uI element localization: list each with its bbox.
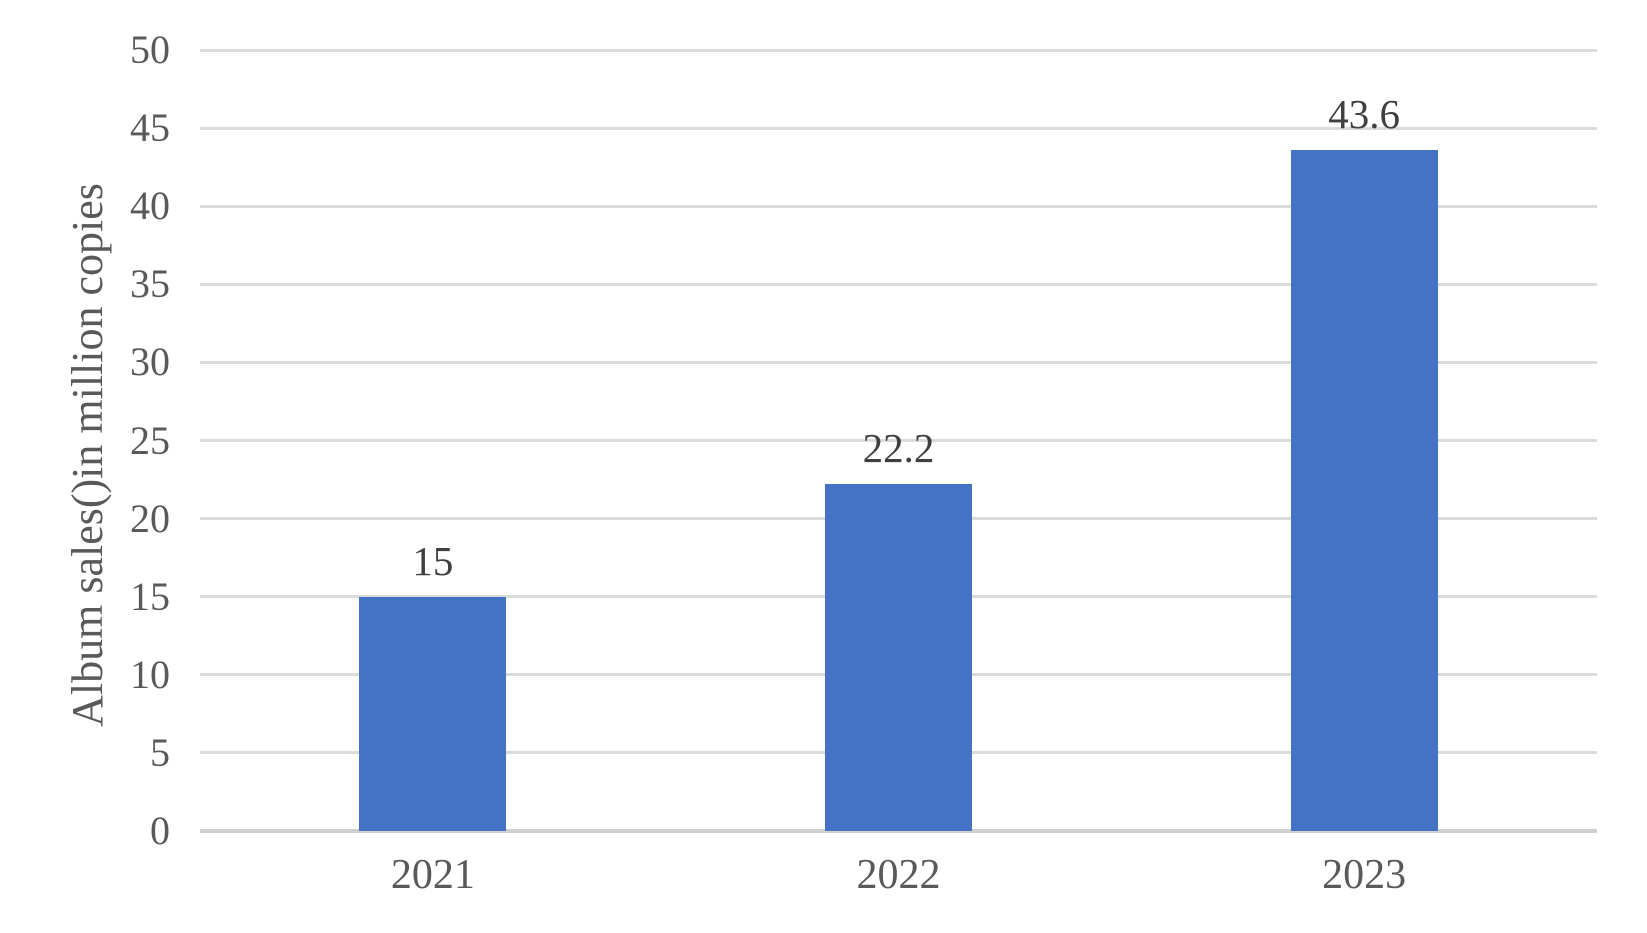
gridline	[200, 48, 1597, 52]
x-tick-label-2023: 2023	[1322, 852, 1407, 898]
y-tick-label: 30	[130, 339, 170, 385]
y-tick-label: 50	[130, 27, 170, 72]
y-tick-label: 5	[150, 729, 170, 775]
gridline	[200, 126, 1597, 130]
y-tick-label: 0	[150, 808, 170, 853]
y-tick-label: 25	[130, 417, 170, 463]
gridline	[200, 360, 1597, 364]
gridline	[200, 204, 1597, 208]
y-tick-label: 20	[130, 495, 170, 541]
bar-2023	[1290, 149, 1438, 831]
y-tick-label: 15	[130, 573, 170, 619]
bar-value-label-2023: 43.6	[1328, 90, 1401, 137]
y-tick-label: 35	[130, 261, 170, 307]
gridline	[200, 439, 1597, 442]
x-tick-label-2022: 2022	[856, 852, 941, 898]
x-axis-baseline	[200, 829, 1597, 833]
bar-value-label-2021: 15	[412, 537, 454, 584]
x-tick-label-2021: 2021	[390, 852, 475, 898]
y-tick-label: 40	[130, 183, 170, 229]
bar-value-label-2022: 22.2	[862, 425, 935, 472]
y-tick-label: 10	[130, 651, 170, 697]
y-tick-label: 45	[130, 105, 170, 151]
bar-2021	[359, 596, 507, 831]
bar-2022	[825, 484, 972, 831]
gridline	[200, 282, 1597, 286]
